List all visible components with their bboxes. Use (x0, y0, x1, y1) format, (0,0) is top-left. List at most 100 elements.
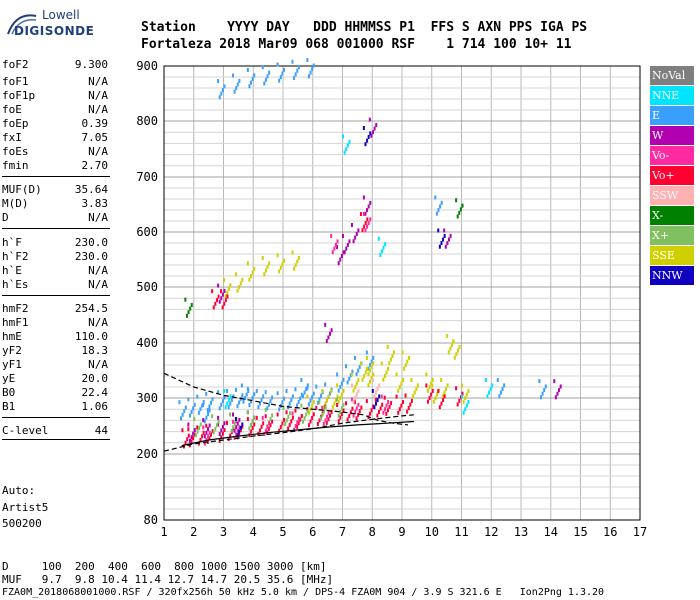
data-point-nnw (369, 131, 372, 136)
data-point-x (461, 203, 464, 208)
data-point-e (197, 410, 200, 415)
param-key: hmF2 (2, 302, 29, 315)
data-point-vo (321, 405, 324, 410)
data-point-vo (300, 414, 303, 418)
data-point-e (290, 398, 293, 402)
data-point-x (456, 214, 459, 219)
data-point-nne (465, 403, 468, 408)
param-value: 1.06 (81, 400, 109, 413)
data-point-x (264, 408, 267, 413)
param-row-hf: h`F 230.0 (2, 236, 108, 250)
data-point-vo (199, 438, 202, 442)
data-point-w (448, 237, 450, 242)
data-point-w (218, 432, 221, 437)
data-point-e (294, 387, 297, 392)
data-point-sse (372, 372, 375, 377)
y-tick-label: 400 (136, 336, 158, 350)
data-point-e (281, 400, 284, 405)
data-point-vo (196, 425, 199, 430)
data-point-vo (365, 399, 368, 404)
legend-item-x: X+ (650, 226, 694, 245)
param-key: foE (2, 103, 22, 116)
data-point-w (367, 204, 370, 209)
data-point-w (238, 417, 241, 422)
data-point-w (221, 292, 224, 297)
data-point-vo (262, 421, 265, 426)
data-point-w (217, 415, 220, 420)
data-point-e (283, 67, 285, 72)
data-point-nne (226, 401, 229, 406)
data-point-sse (393, 350, 396, 355)
x-tick-label: 14 (544, 525, 558, 539)
legend-item-w: W (650, 126, 694, 145)
data-point-w (208, 423, 211, 428)
data-point-e (217, 390, 220, 395)
data-point-nne (384, 242, 387, 247)
data-point-vo (406, 409, 409, 414)
data-point-x (229, 412, 231, 417)
header-labels: Station YYYY DAY DDD HHMMSS P1 FFS S AXN… (141, 20, 588, 35)
data-point-sse (406, 359, 409, 364)
data-point-sse (383, 374, 386, 379)
data-point-vo (278, 428, 281, 433)
data-point-x (324, 405, 327, 410)
data-point-vo (345, 401, 348, 406)
param-key: hmF1 (2, 316, 29, 329)
param-key: foEp (2, 117, 29, 130)
data-point-nne (348, 139, 351, 144)
data-point-vo (366, 224, 369, 229)
data-point-sse (266, 265, 269, 269)
digisonde-logo: Lowell DIGISONDE (6, 8, 94, 44)
data-point-sse (402, 377, 404, 382)
data-point-vo (366, 217, 369, 222)
data-point-e (324, 382, 327, 387)
data-point-e (240, 383, 243, 388)
data-point-vo (241, 424, 244, 429)
param-row-foep: foEp 0.39 (2, 117, 108, 131)
data-point-x (318, 400, 321, 405)
x-tick-label: 2 (190, 525, 197, 539)
data-point-e (339, 385, 342, 390)
data-point-w (345, 246, 348, 251)
data-point-e (244, 396, 247, 401)
legend-item-e: E (650, 106, 694, 125)
param-row-clevel: C-level 44 (2, 424, 108, 438)
data-point-sse (263, 272, 266, 277)
data-point-sse (330, 389, 333, 393)
data-point-ssw (354, 396, 357, 401)
data-point-e (238, 78, 241, 83)
data-point-sse (447, 350, 450, 355)
panel-divider (2, 417, 110, 418)
data-point-nne (382, 245, 385, 250)
data-point-e (543, 388, 546, 393)
data-point-e (296, 403, 299, 408)
data-point-vo (312, 412, 315, 417)
param-key: hmE (2, 330, 22, 343)
data-point-w (324, 322, 327, 327)
data-point-vo (410, 398, 413, 403)
param-key: B0 (2, 386, 16, 399)
data-point-e (218, 406, 221, 411)
data-point-vo (226, 420, 229, 425)
data-point-sse (436, 392, 439, 397)
data-point-x (214, 426, 217, 431)
data-point-sse (354, 385, 357, 390)
data-point-sse (389, 357, 392, 362)
data-point-vo (192, 436, 195, 441)
y-tick-label: 200 (136, 447, 158, 461)
data-point-x (253, 415, 256, 420)
data-point-e (235, 86, 238, 91)
data-point-vo (388, 404, 391, 409)
data-point-vo (211, 289, 214, 294)
data-point-vo (315, 405, 318, 410)
data-point-x (212, 430, 215, 435)
data-point-sse (440, 378, 443, 382)
data-point-vo (215, 298, 218, 303)
data-point-x (185, 313, 188, 318)
footer-muf-row: MUF 9.7 9.8 10.4 11.4 12.7 14.7 20.5 35.… (2, 573, 334, 586)
data-point-w (554, 395, 557, 400)
data-point-w (187, 422, 190, 427)
data-point-sse (363, 374, 366, 379)
data-point-vo (271, 419, 274, 424)
data-point-vo (268, 421, 271, 426)
